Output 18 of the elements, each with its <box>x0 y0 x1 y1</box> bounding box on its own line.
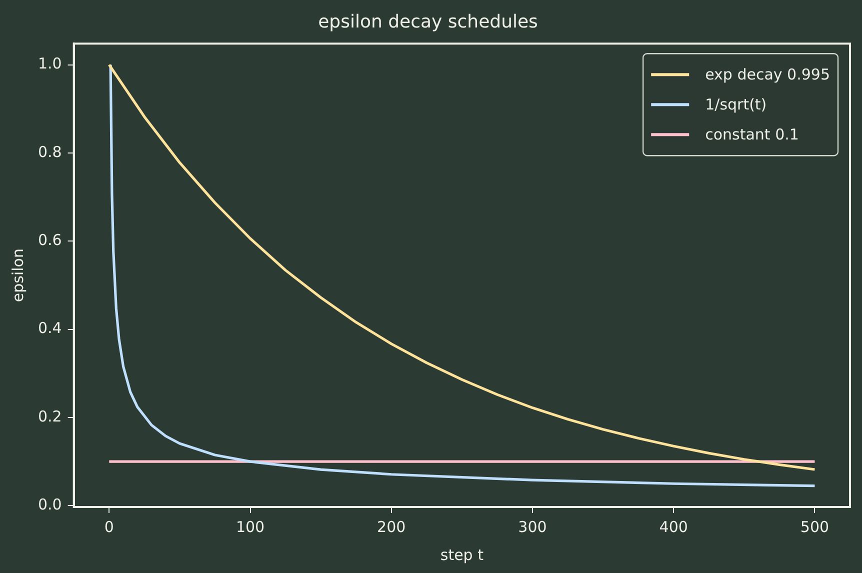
x-tick-label: 0 <box>104 518 114 536</box>
y-tick-label: 0.6 <box>38 231 62 250</box>
y-tick-label: 0.8 <box>38 142 62 161</box>
chart-title: epsilon decay schedules <box>318 11 538 32</box>
y-tick-label: 0.4 <box>38 319 62 338</box>
x-tick-label: 400 <box>659 518 688 536</box>
legend-label: 1/sqrt(t) <box>705 95 767 114</box>
x-tick-label: 300 <box>518 518 547 536</box>
x-tick-label: 200 <box>377 518 406 536</box>
x-tick-label: 100 <box>236 518 265 536</box>
legend-label: constant 0.1 <box>705 125 799 144</box>
x-axis-title: step t <box>440 546 484 564</box>
x-tick-label: 500 <box>800 518 830 536</box>
y-axis-title: epsilon <box>8 248 27 302</box>
y-tick-label: 0.2 <box>38 407 62 426</box>
y-tick-label: 1.0 <box>38 54 62 73</box>
legend-label: exp decay 0.995 <box>705 65 830 84</box>
y-tick-label: 0.0 <box>38 496 62 514</box>
